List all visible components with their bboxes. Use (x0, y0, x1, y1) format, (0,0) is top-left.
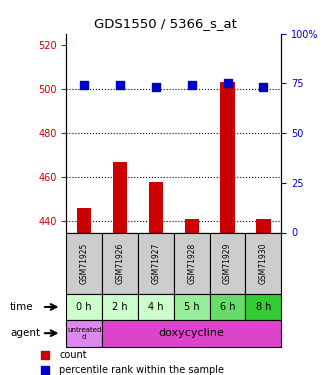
Bar (102, 294, 138, 320)
Bar (185, 219, 199, 232)
Text: GSM71930: GSM71930 (259, 243, 268, 284)
Text: 0 h: 0 h (76, 302, 92, 312)
Point (282, 180, 287, 186)
Text: GSM71925: GSM71925 (80, 243, 89, 284)
Bar (102, 320, 281, 347)
Text: GSM71927: GSM71927 (151, 243, 160, 284)
Text: GSM71926: GSM71926 (116, 243, 124, 284)
Point (189, 82, 194, 88)
Bar (174, 294, 210, 320)
Point (261, 84, 266, 90)
Text: 2 h: 2 h (112, 302, 128, 312)
Text: GSM71928: GSM71928 (187, 243, 196, 284)
Bar (220, 82, 235, 232)
Bar (113, 162, 127, 232)
Text: agent: agent (10, 328, 40, 338)
Text: 5 h: 5 h (184, 302, 200, 312)
Bar (256, 219, 271, 232)
Text: 4 h: 4 h (148, 302, 164, 312)
Bar (102, 232, 138, 294)
Text: GDS1550 / 5366_s_at: GDS1550 / 5366_s_at (94, 17, 237, 30)
Bar (210, 294, 246, 320)
Text: doxycycline: doxycycline (159, 328, 225, 338)
Bar (246, 232, 281, 294)
Bar (66, 294, 102, 320)
Bar (138, 232, 174, 294)
Bar (138, 294, 174, 320)
Text: time: time (10, 302, 33, 312)
Text: count: count (59, 350, 87, 360)
Bar (174, 232, 210, 294)
Text: untreated
d: untreated d (67, 327, 101, 340)
Point (225, 81, 230, 87)
Text: 6 h: 6 h (220, 302, 235, 312)
Text: 8 h: 8 h (256, 302, 271, 312)
Text: percentile rank within the sample: percentile rank within the sample (59, 365, 224, 375)
Bar (149, 182, 163, 232)
Bar (77, 208, 91, 232)
Point (153, 84, 159, 90)
Bar (66, 320, 102, 347)
Point (117, 82, 122, 88)
Bar (246, 294, 281, 320)
Text: GSM71929: GSM71929 (223, 243, 232, 284)
Bar (210, 232, 246, 294)
Point (282, 311, 287, 317)
Point (81, 82, 87, 88)
Bar (66, 232, 102, 294)
